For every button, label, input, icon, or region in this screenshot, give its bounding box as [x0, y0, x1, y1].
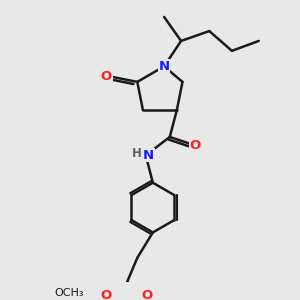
Text: methyl: methyl	[74, 290, 79, 292]
Text: N: N	[143, 149, 154, 162]
Text: OCH₃: OCH₃	[54, 288, 84, 298]
Text: H: H	[132, 147, 142, 161]
Text: O: O	[190, 139, 201, 152]
Text: O: O	[100, 70, 112, 83]
Text: N: N	[159, 60, 170, 73]
Text: O: O	[100, 290, 112, 300]
Text: O: O	[142, 290, 153, 300]
